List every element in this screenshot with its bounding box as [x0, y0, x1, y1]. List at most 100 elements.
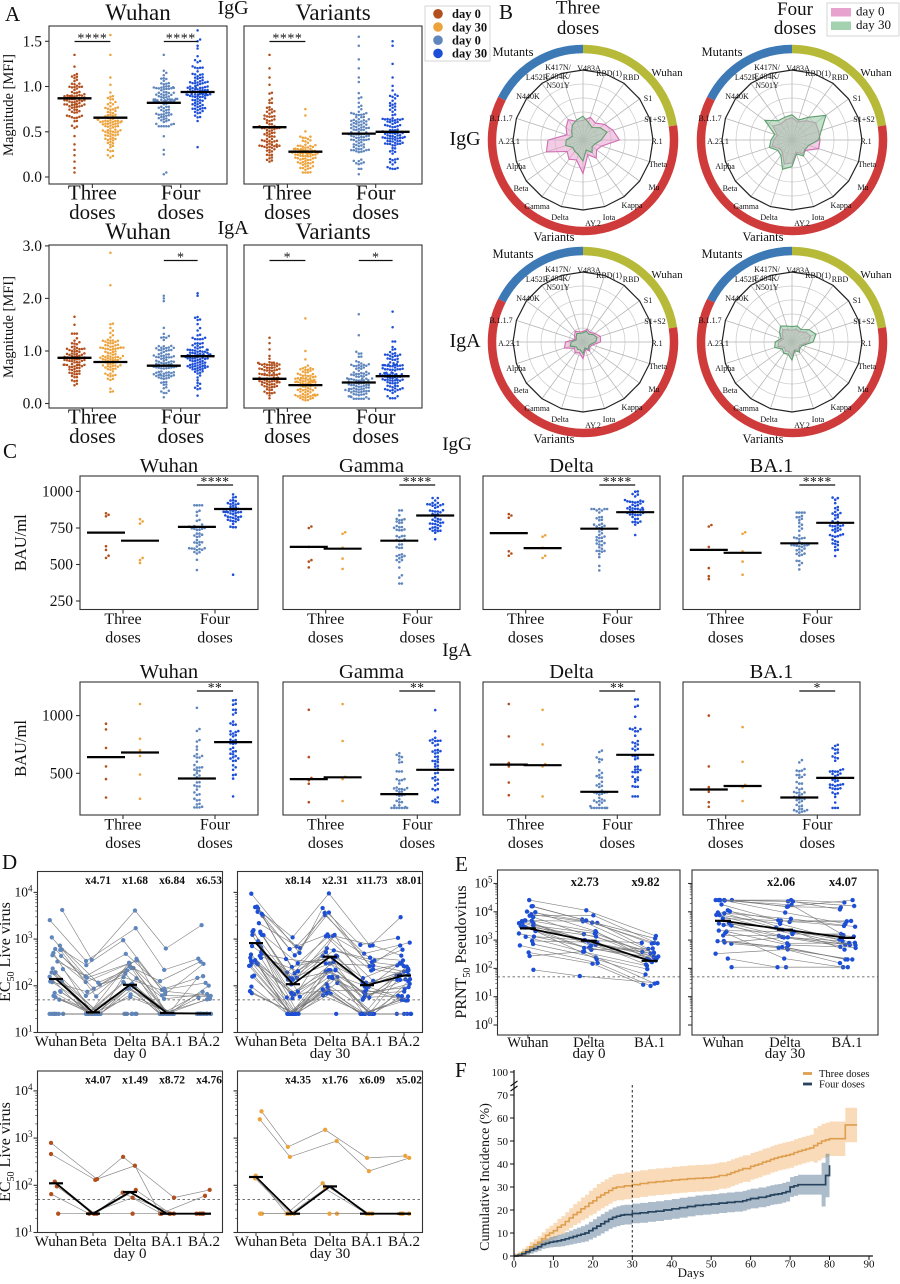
svg-text:Four: Four	[161, 181, 201, 205]
svg-text:E484K/: E484K/	[546, 274, 572, 283]
svg-text:RBD: RBD	[623, 275, 640, 284]
svg-text:Mutants: Mutants	[702, 45, 743, 59]
svg-text:day 30: day 30	[452, 20, 487, 34]
svg-text:Delta: Delta	[551, 213, 569, 222]
svg-text:80: 80	[824, 1259, 836, 1271]
svg-text:****: ****	[77, 32, 107, 47]
svg-text:RBD: RBD	[832, 73, 849, 82]
svg-text:Three: Three	[707, 817, 744, 834]
svg-text:RBD(1): RBD(1)	[805, 69, 831, 78]
svg-text:doses: doses	[600, 630, 636, 647]
svg-text:Delta: Delta	[314, 1034, 347, 1050]
svg-text:doses: doses	[400, 630, 436, 647]
svg-text:Four: Four	[161, 405, 201, 429]
svg-text:doses: doses	[708, 630, 744, 647]
svg-text:2.0: 2.0	[23, 290, 43, 307]
svg-text:day 0: day 0	[114, 1046, 147, 1062]
svg-text:90: 90	[864, 1259, 876, 1271]
svg-text:****: ****	[603, 474, 632, 489]
svg-text:Mutants: Mutants	[493, 45, 534, 59]
svg-text:Gamma: Gamma	[524, 202, 550, 211]
svg-text:doses: doses	[508, 630, 544, 647]
svg-text:x4.35: x4.35	[285, 1075, 311, 1087]
svg-text:N501Y: N501Y	[546, 81, 570, 90]
svg-text:x2.31: x2.31	[322, 875, 348, 887]
svg-text:day 0: day 0	[452, 7, 481, 21]
svg-text:B.1.1.7: B.1.1.7	[698, 114, 721, 123]
svg-text:IgA: IgA	[217, 217, 249, 239]
svg-text:****: ****	[803, 474, 832, 489]
svg-text:B.1.1.7: B.1.1.7	[489, 316, 512, 325]
svg-text:Wuhan: Wuhan	[35, 1234, 78, 1250]
svg-text:Beta: Beta	[723, 386, 738, 395]
svg-text:BA.1: BA.1	[151, 1234, 183, 1250]
svg-text:Theta: Theta	[649, 362, 668, 371]
svg-text:BA.1: BA.1	[351, 1034, 383, 1050]
svg-text:A.23.1: A.23.1	[498, 339, 520, 348]
svg-text:x8.72: x8.72	[159, 1075, 185, 1087]
svg-text:IgG: IgG	[449, 128, 480, 150]
svg-text:Theta: Theta	[649, 160, 668, 169]
svg-text:*: *	[284, 251, 292, 266]
svg-text:day 0: day 0	[856, 4, 885, 19]
svg-text:doses: doses	[708, 835, 744, 852]
svg-text:R.1: R.1	[860, 137, 871, 146]
svg-text:20: 20	[497, 1205, 509, 1217]
svg-text:Beta: Beta	[79, 1234, 107, 1250]
svg-text:40: 40	[666, 1259, 678, 1271]
svg-text:E484K/: E484K/	[755, 274, 781, 283]
svg-text:Delta: Delta	[551, 415, 569, 424]
svg-text:N440K: N440K	[725, 92, 749, 101]
svg-text:1.0: 1.0	[23, 343, 43, 360]
svg-text:x5.02: x5.02	[396, 1075, 422, 1087]
svg-text:Wuhan: Wuhan	[651, 67, 683, 79]
svg-text:V483A: V483A	[577, 266, 601, 275]
svg-text:60: 60	[745, 1259, 757, 1271]
svg-text:doses: doses	[105, 835, 141, 852]
svg-text:Cumulative Incidence (%): Cumulative Incidence (%)	[478, 1103, 493, 1251]
svg-text:E484K/: E484K/	[546, 72, 572, 81]
svg-text:S1+S2: S1+S2	[853, 317, 874, 326]
svg-text:doses: doses	[400, 835, 436, 852]
svg-text:Four: Four	[356, 181, 396, 205]
svg-text:doses: doses	[308, 630, 344, 647]
svg-text:x1.68: x1.68	[122, 875, 148, 887]
svg-text:Four: Four	[777, 0, 814, 20]
svg-text:Wuhan: Wuhan	[860, 269, 892, 281]
svg-text:BA.1: BA.1	[750, 661, 794, 683]
svg-text:Mu: Mu	[648, 385, 659, 394]
svg-text:Wuhan: Wuhan	[105, 0, 171, 25]
svg-text:****: ****	[201, 474, 230, 489]
svg-text:Alpha: Alpha	[715, 162, 735, 171]
svg-text:Iota: Iota	[603, 415, 616, 424]
svg-text:AY.2: AY.2	[794, 421, 810, 430]
svg-text:E484K/: E484K/	[755, 72, 781, 81]
svg-text:10: 10	[548, 1259, 560, 1271]
svg-text:day 30: day 30	[310, 1246, 350, 1262]
svg-text:1000: 1000	[42, 708, 73, 725]
svg-text:IgA: IgA	[442, 640, 472, 661]
svg-text:N440K: N440K	[725, 294, 749, 303]
svg-text:day 30: day 30	[310, 1046, 350, 1062]
svg-text:L452R: L452R	[526, 275, 549, 284]
svg-text:****: ****	[403, 474, 432, 489]
svg-text:Days: Days	[678, 1265, 705, 1279]
svg-text:doses: doses	[557, 18, 599, 39]
svg-text:Beta: Beta	[514, 386, 529, 395]
svg-text:0.0: 0.0	[23, 169, 43, 186]
svg-text:0.0: 0.0	[23, 396, 43, 413]
svg-text:AY.2: AY.2	[794, 219, 810, 228]
svg-text:Wuhan: Wuhan	[235, 1234, 278, 1250]
svg-text:B: B	[499, 0, 513, 24]
svg-text:doses: doses	[69, 200, 116, 224]
svg-text:**: **	[610, 680, 625, 695]
svg-text:Variants: Variants	[534, 432, 575, 446]
svg-text:Variants: Variants	[743, 432, 784, 446]
svg-text:Four doses: Four doses	[819, 1080, 865, 1091]
svg-text:Mutants: Mutants	[702, 247, 743, 261]
svg-text:Delta: Delta	[114, 1034, 147, 1050]
svg-text:Mu: Mu	[648, 183, 659, 192]
svg-text:doses: doses	[352, 200, 399, 224]
svg-text:RBD(1): RBD(1)	[596, 69, 622, 78]
svg-text:x11.73: x11.73	[357, 875, 388, 887]
